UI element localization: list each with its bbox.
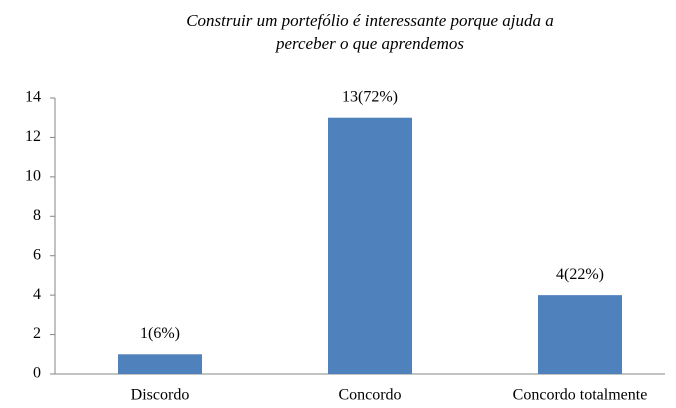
- y-tick-label: 2: [33, 325, 41, 342]
- bar: [538, 295, 622, 374]
- y-tick-label: 4: [33, 286, 41, 303]
- y-tick-label: 14: [25, 89, 41, 106]
- bar: [328, 117, 412, 374]
- chart-title: perceber o que aprendemos: [275, 34, 464, 53]
- y-tick-label: 12: [25, 128, 41, 145]
- x-tick-label: Concordo totalmente: [513, 387, 648, 404]
- y-tick-label: 10: [25, 168, 41, 185]
- x-tick-label: Discordo: [131, 387, 190, 404]
- x-tick-label: Concordo: [338, 387, 401, 404]
- y-tick-label: 8: [33, 207, 41, 224]
- data-label: 4(22%): [556, 266, 604, 283]
- chart-title: Construir um portefólio é interessante p…: [186, 11, 554, 30]
- y-tick-label: 0: [33, 365, 41, 382]
- bar: [118, 354, 202, 374]
- y-tick-label: 6: [33, 246, 41, 263]
- data-label: 13(72%): [342, 88, 398, 105]
- data-label: 1(6%): [140, 325, 180, 342]
